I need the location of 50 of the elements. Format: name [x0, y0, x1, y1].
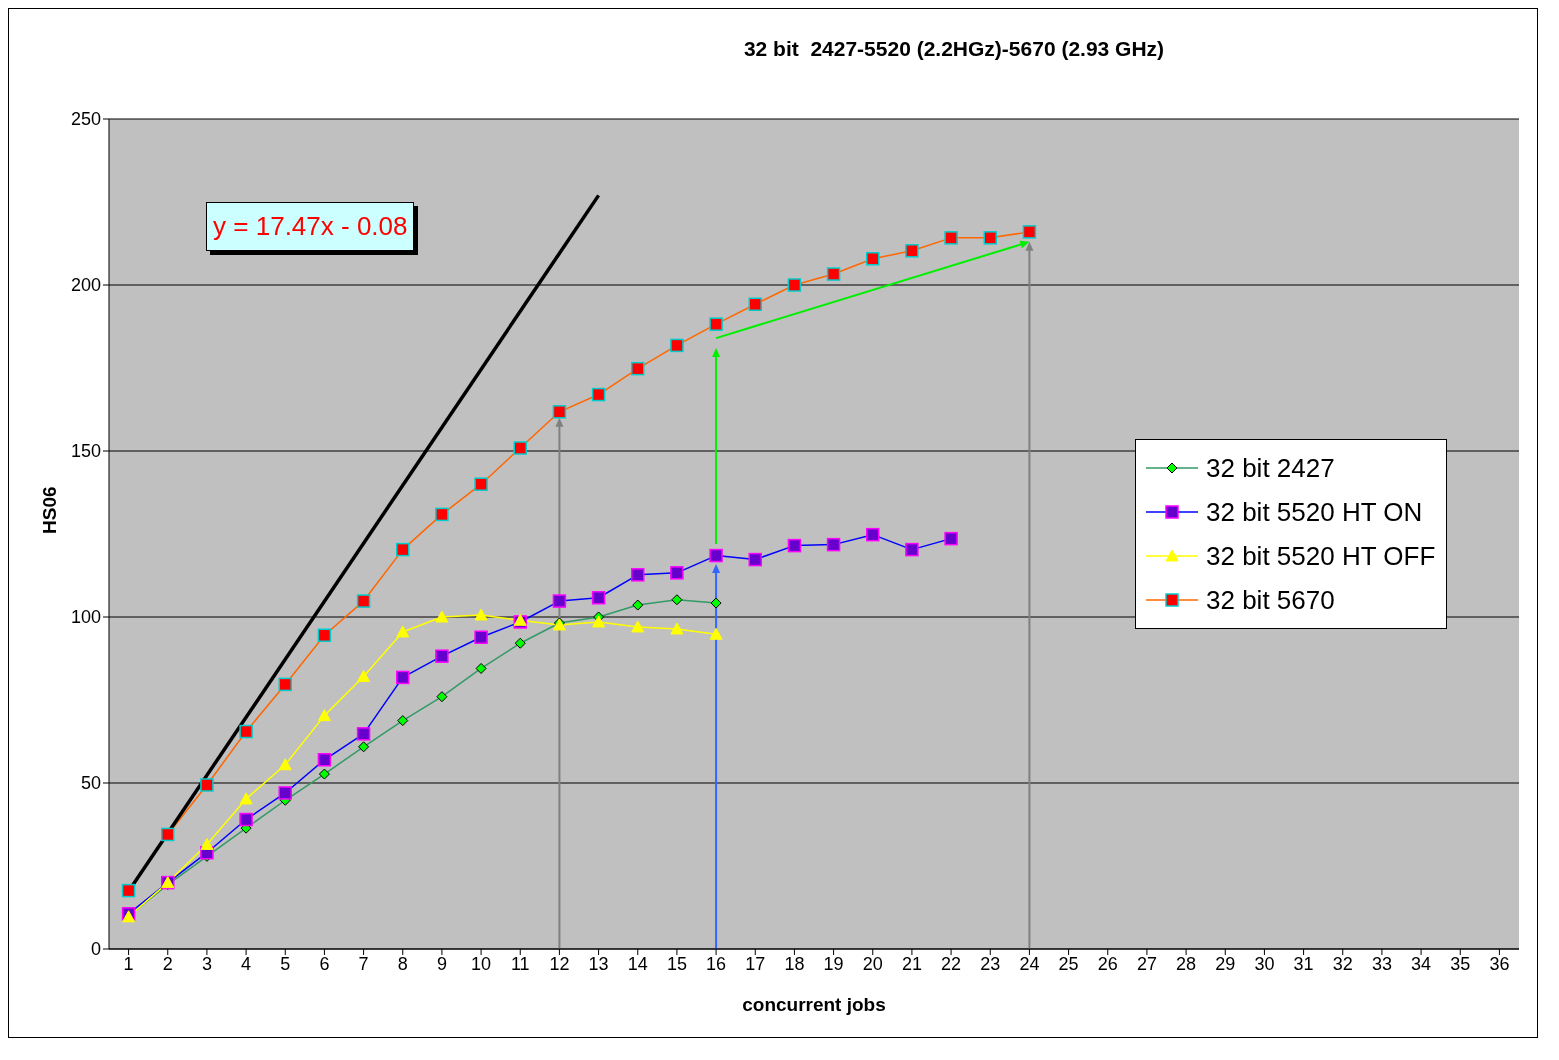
y-tick-label: 250	[70, 109, 101, 130]
legend-label: 32 bit 2427	[1206, 452, 1335, 484]
x-tick-label: 31	[1293, 953, 1314, 974]
x-tick-label: 5	[280, 953, 291, 974]
legend-label: 32 bit 5670	[1206, 584, 1335, 616]
x-tick-label: 24	[1019, 953, 1040, 974]
x-tick-label: 13	[588, 953, 609, 974]
x-tick-label: 3	[201, 953, 212, 974]
y-tick-label: 50	[80, 773, 101, 794]
annotation: y = 17.47x - 0.08	[206, 202, 415, 251]
y-axis-title: HS06	[38, 486, 60, 534]
x-tick-label: 36	[1489, 953, 1510, 974]
x-tick-label: 21	[901, 953, 922, 974]
x-tick-label: 1	[123, 953, 134, 974]
x-tick-label: 29	[1215, 953, 1236, 974]
chart-title: 32 bit 2427-5520 (2.2HGz)-5670 (2.93 GHz)	[742, 37, 1166, 61]
legend-label: 32 bit 5520 HT OFF	[1206, 540, 1436, 572]
x-tick-label: 14	[627, 953, 648, 974]
x-tick-label: 17	[745, 953, 766, 974]
x-tick-label: 8	[397, 953, 408, 974]
legend-label: 32 bit 5520 HT ON	[1206, 496, 1423, 528]
x-tick-label: 18	[784, 953, 805, 974]
x-tick-label: 33	[1371, 953, 1392, 974]
x-tick-label: 19	[823, 953, 844, 974]
x-tick-label: 32	[1332, 953, 1353, 974]
x-tick-label: 28	[1176, 953, 1197, 974]
x-tick-label: 25	[1058, 953, 1079, 974]
x-tick-label: 22	[941, 953, 962, 974]
x-tick-label: 11	[510, 953, 530, 974]
y-tick-label: 200	[70, 275, 101, 296]
x-tick-label: 30	[1254, 953, 1275, 974]
x-tick-label: 2	[162, 953, 173, 974]
x-tick-label: 6	[319, 953, 330, 974]
y-tick-label: 0	[90, 939, 101, 960]
x-tick-label: 15	[666, 953, 687, 974]
x-tick-label: 7	[358, 953, 369, 974]
y-tick-label: 100	[70, 607, 101, 628]
x-tick-label: 26	[1097, 953, 1118, 974]
x-axis-title: concurrent jobs	[742, 994, 886, 1015]
x-tick-label: 16	[706, 953, 727, 974]
x-tick-label: 20	[862, 953, 883, 974]
x-tick-label: 4	[241, 953, 252, 974]
y-tick-label: 150	[70, 441, 101, 462]
x-tick-label: 9	[436, 953, 447, 974]
x-tick-label: 23	[980, 953, 1001, 974]
x-tick-label: 27	[1136, 953, 1157, 974]
x-tick-label: 12	[549, 953, 570, 974]
x-tick-label: 34	[1411, 953, 1432, 974]
x-tick-label: 35	[1450, 953, 1471, 974]
x-tick-label: 10	[471, 953, 492, 974]
